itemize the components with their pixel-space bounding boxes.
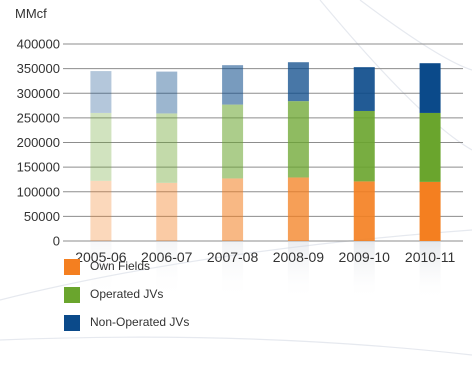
bar-group-2007-08 [222, 65, 244, 301]
bar-operated-jvs-2007-08 [222, 104, 244, 179]
bar-non-operated-jvs-2007-08 [222, 65, 244, 105]
bar-non-operated-jvs-2009-10 [353, 67, 375, 111]
bar-non-operated-jvs-2010-11 [419, 63, 441, 113]
bar-operated-jvs-2010-11 [419, 112, 441, 182]
y-tick-label: 350000 [17, 61, 60, 76]
bar-non-operated-jvs-2008-09 [287, 62, 309, 102]
bar-own-fields-2007-08 [222, 178, 244, 241]
bar-reflection [222, 241, 244, 301]
bar-group-2008-09 [287, 62, 309, 301]
bar-non-operated-jvs-2006-07 [156, 71, 178, 114]
bar-own-fields-2009-10 [353, 181, 375, 241]
bar-reflection [419, 241, 441, 301]
bar-reflection [90, 241, 112, 301]
x-tick-label: 2005-06 [75, 249, 127, 265]
bar-reflection [156, 241, 178, 301]
x-tick-label: 2007-08 [207, 249, 259, 265]
bar-operated-jvs-2008-09 [287, 101, 309, 178]
bar-own-fields-2005-06 [90, 180, 112, 241]
legend-label-operated-jvs: Operated JVs [90, 287, 164, 301]
y-tick-label: 250000 [17, 110, 60, 125]
bar-non-operated-jvs-2005-06 [90, 71, 112, 113]
y-tick-label: 50000 [24, 209, 60, 224]
background-swoosh-2 [0, 229, 472, 301]
bar-own-fields-2006-07 [156, 182, 178, 241]
legend-swatch-own-fields [64, 259, 80, 275]
bar-own-fields-2010-11 [419, 181, 441, 241]
bar-operated-jvs-2005-06 [90, 112, 112, 181]
legend-swatch-non-operated-jvs [64, 315, 80, 331]
bar-operated-jvs-2009-10 [353, 110, 375, 182]
y-tick-label: 100000 [17, 184, 60, 199]
bar-group-2005-06 [90, 71, 112, 301]
legend-swatch-operated-jvs [64, 287, 80, 303]
bar-group-2010-11 [419, 63, 441, 301]
y-tick-label: 300000 [17, 86, 60, 101]
background-swoosh-1 [319, 0, 472, 151]
x-tick-label: 2010-11 [405, 249, 456, 265]
bar-own-fields-2008-09 [287, 177, 309, 241]
y-tick-label: 400000 [17, 37, 60, 52]
legend-label-non-operated-jvs: Non-Operated JVs [90, 315, 190, 329]
bar-group-2006-07 [156, 71, 178, 301]
background-swoosh-3 [0, 336, 472, 356]
bar-reflection [353, 241, 375, 301]
legend-label-own-fields: Own Fields [90, 259, 151, 273]
x-tick-label: 2006-07 [141, 249, 193, 265]
y-tick-label: 150000 [17, 160, 60, 175]
bar-reflection [287, 241, 309, 301]
y-axis-unit-label: MMcf [15, 6, 47, 21]
background-swoosh-4 [359, 0, 472, 71]
y-tick-label: 200000 [17, 135, 60, 150]
y-tick-label: 0 [53, 234, 60, 249]
bar-group-2009-10 [353, 67, 375, 301]
bar-operated-jvs-2006-07 [156, 113, 178, 183]
x-tick-label: 2008-09 [273, 249, 325, 265]
x-tick-label: 2009-10 [339, 249, 391, 265]
